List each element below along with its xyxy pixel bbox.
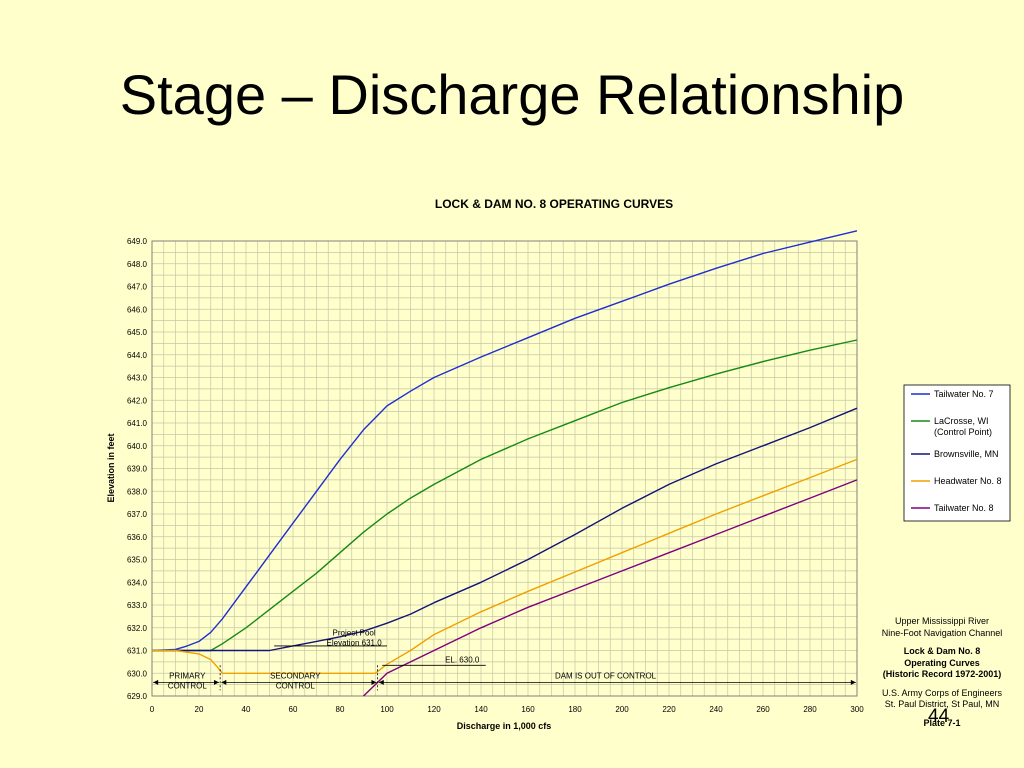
y-tick-label: 629.0 <box>127 692 148 701</box>
primary-control-label: PRIMARY CONTROL <box>168 671 208 690</box>
series-line-0 <box>151 230 858 652</box>
y-tick-label: 644.0 <box>127 351 148 360</box>
x-tick-label: 120 <box>427 705 441 714</box>
y-tick-label: 646.0 <box>127 305 148 314</box>
chart-title: LOCK & DAM NO. 8 OPERATING CURVES <box>435 197 673 211</box>
y-tick-label: 647.0 <box>127 283 148 292</box>
grid <box>152 241 857 696</box>
plate-lock: Lock & Dam No. 8 <box>903 646 981 656</box>
el-630-label: EL. 630.0 <box>445 655 480 664</box>
y-tick-label: 638.0 <box>127 487 148 496</box>
y-tick-label: 641.0 <box>127 419 148 428</box>
y-tick-label: 639.0 <box>127 465 148 474</box>
x-tick-label: 40 <box>242 705 251 714</box>
y-tick-label: 643.0 <box>127 374 148 383</box>
x-axis-ticks: 0 20 40 60 80 100 120 140 160 180 200 220 240 260 280 3… <box>150 705 864 714</box>
arrowhead-3 <box>371 679 377 685</box>
dam-out-label: DAM IS OUT OF CONTROL <box>555 671 657 680</box>
slide-title: Stage – Discharge Relationship <box>119 63 905 126</box>
project-pool-label: Project Pool Elevation 631.0 <box>327 629 383 648</box>
x-tick-label: 280 <box>803 705 817 714</box>
x-tick-label: 240 <box>709 705 723 714</box>
annotations: Project Pool Elevation 631.0 EL. 630.0 PRIM… <box>153 629 856 690</box>
arrowhead-0 <box>153 679 159 685</box>
arrowhead-4 <box>378 679 384 685</box>
secondary-control-label: SECONDARY CONTROL <box>270 671 321 690</box>
plot-area <box>151 240 858 697</box>
plate-info-block: Upper Mississippi River Nine-Foot Naviga… <box>860 616 1024 729</box>
legend-entry-4: Tailwater No. 8 <box>934 503 994 513</box>
plate-river: Upper Mississippi River <box>894 616 990 626</box>
arrowhead-2 <box>221 679 227 685</box>
x-tick-label: 80 <box>336 705 345 714</box>
y-tick-label: 637.0 <box>127 510 148 519</box>
y-tick-label: 648.0 <box>127 260 148 269</box>
arrowhead-1 <box>213 679 219 685</box>
x-axis-label: Discharge in 1,000 cfs <box>457 721 552 731</box>
y-tick-label: 645.0 <box>127 328 148 337</box>
y-axis-label: Elevation in feet <box>106 433 116 502</box>
plate-number: Plate 7-1 <box>923 717 961 728</box>
y-tick-label: 636.0 <box>127 533 148 542</box>
y-tick-label: 642.0 <box>127 396 148 405</box>
x-tick-label: 20 <box>195 705 204 714</box>
plate-district: St. Paul District, St Paul, MN <box>884 699 1000 709</box>
y-tick-label: 635.0 <box>127 556 148 565</box>
series-line-4 <box>363 479 858 697</box>
slide-number: 44 <box>928 706 950 727</box>
series-line-1 <box>152 339 858 652</box>
legend-box <box>903 384 1011 522</box>
x-tick-label: 180 <box>568 705 582 714</box>
x-tick-label: 100 <box>380 705 394 714</box>
x-tick-label: 160 <box>521 705 535 714</box>
legend-entry-2: Brownsville, MN <box>934 449 999 459</box>
plate-record: (Historic Record 1972-2001) <box>882 669 1002 679</box>
plate-curves: Operating Curves <box>904 657 980 668</box>
legend-entry-0: Tailwater No. 7 <box>934 389 994 399</box>
y-tick-label: 640.0 <box>127 442 148 451</box>
x-tick-label: 0 <box>150 705 155 714</box>
x-tick-label: 140 <box>474 705 488 714</box>
y-tick-label: 633.0 <box>127 601 148 610</box>
y-tick-label: 649.0 <box>127 237 148 246</box>
y-tick-label: 630.0 <box>127 669 148 678</box>
series-line-3 <box>152 458 858 674</box>
legend: Tailwater No. 7 LaCrosse, WI (Control Poin… <box>903 384 1011 522</box>
plate-agency: U.S. Army Corps of Engineers <box>881 687 1003 698</box>
x-tick-label: 220 <box>662 705 676 714</box>
legend-entry-3: Headwater No. 8 <box>934 476 1002 486</box>
y-axis-ticks: 629.0 630.0 631.0 632.0 633.0 634.0 635.0 636.0… <box>127 237 148 701</box>
y-tick-label: 631.0 <box>127 647 148 656</box>
arrowhead-5 <box>850 679 856 685</box>
y-tick-label: 634.0 <box>127 578 148 587</box>
x-tick-label: 260 <box>756 705 770 714</box>
plate-channel: Nine-Foot Navigation Channel <box>881 627 1003 638</box>
x-tick-label: 60 <box>289 705 298 714</box>
x-tick-label: 300 <box>850 705 864 714</box>
x-tick-label: 200 <box>615 705 629 714</box>
legend-entry-1: LaCrosse, WI (Control Point) <box>934 416 992 437</box>
y-tick-label: 632.0 <box>127 624 148 633</box>
